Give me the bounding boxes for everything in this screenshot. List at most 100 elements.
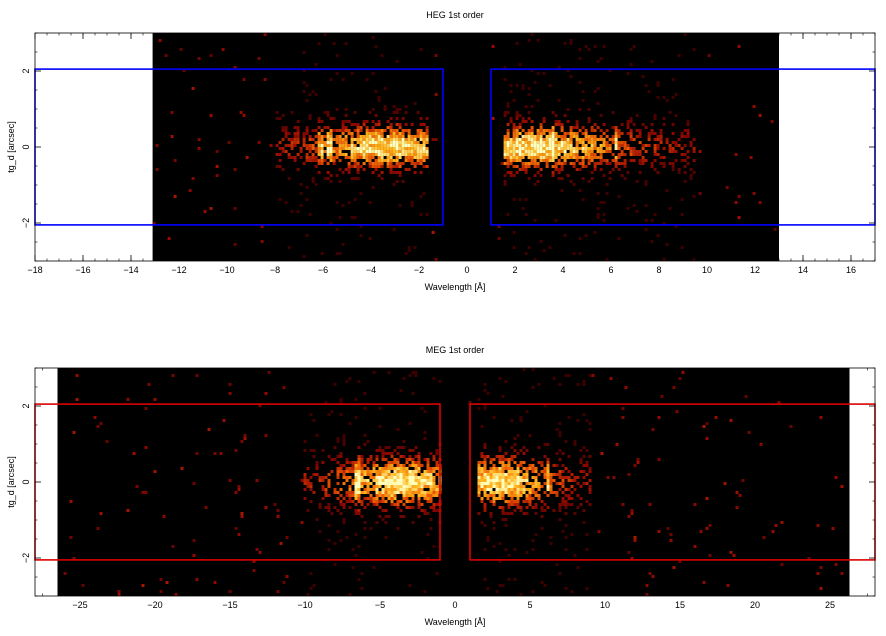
heatmap-cell [329, 135, 333, 138]
heatmap-cell [573, 488, 577, 491]
heatmap-cell [419, 156, 423, 159]
heatmap-cell [371, 147, 375, 150]
heatmap-cell [531, 539, 535, 542]
heatmap-cell [512, 99, 516, 102]
heatmap-cell [617, 141, 621, 144]
heatmap-cell [536, 156, 540, 159]
heatmap-cell [303, 473, 307, 476]
heatmap-cell [557, 66, 561, 69]
heatmap-cell [363, 434, 367, 437]
heatmap-cell [416, 147, 420, 150]
heatmap-cell [339, 467, 343, 470]
heatmap-cell [590, 135, 594, 138]
heatmap-cell [339, 401, 343, 404]
heatmap-cell [554, 150, 558, 153]
heatmap-cell [530, 33, 534, 36]
heatmap-cell [530, 135, 534, 138]
heatmap-cell [387, 515, 391, 518]
heatmap-cell [426, 458, 430, 461]
heatmap-cell [371, 144, 375, 147]
heatmap-cell [321, 479, 325, 482]
heatmap-cell [339, 500, 343, 503]
heatmap-cell [426, 557, 430, 560]
heatmap-cell [492, 476, 496, 479]
heatmap-cell [345, 500, 349, 503]
heatmap-cell [483, 578, 487, 581]
heatmap-cell [527, 165, 531, 168]
heatmap-cell [560, 135, 564, 138]
heatmap-cell [389, 126, 393, 129]
heatmap-cell [483, 464, 487, 467]
heatmap-cell [653, 132, 657, 135]
heatmap-cell [509, 144, 513, 147]
heatmap-cell [554, 144, 558, 147]
heatmap-cell [519, 488, 523, 491]
heatmap-cell [420, 509, 424, 512]
heatmap-cell [551, 171, 555, 174]
heatmap-cell [542, 156, 546, 159]
heatmap-cell [518, 63, 522, 66]
heatmap-cell [528, 503, 532, 506]
heatmap-cell [347, 171, 351, 174]
heatmap-cell [408, 458, 412, 461]
y-tick-label: −2 [21, 553, 31, 563]
heatmap-cell [506, 213, 510, 216]
heatmap-cell [426, 461, 430, 464]
x-tick-label: 25 [825, 600, 835, 610]
heatmap-cell [671, 123, 675, 126]
heatmap-cell [641, 162, 645, 165]
heatmap-cell [596, 87, 600, 90]
heatmap-cell [260, 240, 264, 243]
heatmap-cell [504, 380, 508, 383]
heatmap-cell [419, 147, 423, 150]
heatmap-cell [386, 162, 390, 165]
heatmap-cell [411, 449, 415, 452]
heatmap-cell [507, 476, 511, 479]
heatmap-cell [389, 162, 393, 165]
heatmap-cell [353, 138, 357, 141]
heatmap-cell [432, 377, 436, 380]
heatmap-cell [344, 141, 348, 144]
heatmap-cell [536, 165, 540, 168]
heatmap-cell [593, 165, 597, 168]
heatmap-cell [653, 144, 657, 147]
heatmap-cell [327, 494, 331, 497]
heatmap-cell [614, 129, 618, 132]
heatmap-cell [335, 54, 339, 57]
heatmap-cell [354, 497, 358, 500]
heatmap-cell [680, 198, 684, 201]
heatmap-cell [326, 138, 330, 141]
heatmap-cell [305, 198, 309, 201]
heatmap-cell [381, 455, 385, 458]
heatmap-cell [561, 497, 565, 500]
heatmap-cell [384, 491, 388, 494]
heatmap-cell [551, 132, 555, 135]
heatmap-cell [371, 165, 375, 168]
heatmap-cell [536, 171, 540, 174]
heatmap-cell [549, 485, 553, 488]
heatmap-cell [582, 482, 586, 485]
heatmap-cell [357, 578, 361, 581]
heatmap-cell [516, 479, 520, 482]
heatmap-cell [521, 162, 525, 165]
heatmap-cell [425, 213, 429, 216]
heatmap-cell [545, 165, 549, 168]
heatmap-cell [602, 201, 606, 204]
heatmap-cell [312, 491, 316, 494]
heatmap-cell [326, 111, 330, 114]
heatmap-cell [492, 470, 496, 473]
heatmap-cell [483, 446, 487, 449]
heatmap-cell [531, 497, 535, 500]
heatmap-cell [588, 491, 592, 494]
heg-y-axis-label: tg_d [arcsec] [6, 121, 16, 173]
heatmap-cell [434, 138, 438, 141]
heatmap-cell [840, 485, 844, 488]
heatmap-cell [632, 138, 636, 141]
heatmap-cell [515, 132, 519, 135]
heatmap-cell [558, 434, 562, 437]
heatmap-cell [333, 491, 337, 494]
heatmap-cell [735, 506, 739, 509]
heatmap-cell [353, 216, 357, 219]
heatmap-cell [705, 527, 709, 530]
heatmap-cell [342, 482, 346, 485]
